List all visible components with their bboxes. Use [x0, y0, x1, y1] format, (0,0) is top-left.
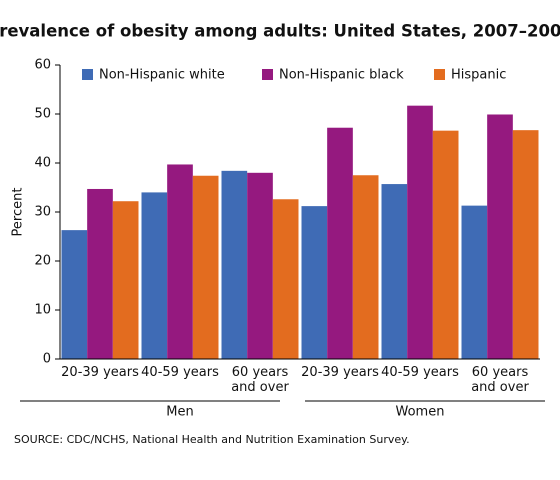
legend-swatch [82, 69, 93, 80]
bar [141, 192, 168, 359]
bar [352, 175, 379, 359]
bar [272, 199, 299, 359]
legend-swatch [434, 69, 445, 80]
bar [327, 127, 353, 359]
source-note: SOURCE: CDC/NCHS, National Health and Nu… [14, 433, 410, 446]
x-tick-label: 60 years and over [471, 365, 529, 395]
bar [407, 105, 433, 359]
legend-label: Non-Hispanic black [279, 68, 404, 83]
bar [61, 230, 88, 359]
y-tick-label: 20 [34, 254, 51, 269]
bar [87, 188, 113, 359]
y-tick-label: 0 [43, 352, 51, 367]
legend-label: Hispanic [451, 68, 506, 83]
bar [432, 130, 459, 359]
bar [167, 164, 193, 359]
legend-swatch [262, 69, 273, 80]
bar [487, 114, 513, 360]
y-tick-label: 30 [34, 205, 51, 220]
bar [221, 170, 248, 359]
y-tick-label: 10 [34, 303, 51, 318]
bar [381, 184, 408, 359]
group-label: Women [396, 405, 445, 420]
y-tick-label: 60 [34, 58, 51, 73]
chart-title: Prevalence of obesity among adults: Unit… [0, 22, 560, 41]
bar [301, 206, 328, 359]
bar [112, 201, 139, 359]
bar [247, 172, 273, 359]
bar [192, 175, 219, 359]
x-tick-label: 20-39 years [61, 365, 139, 380]
x-tick-label: 40-59 years [381, 365, 459, 380]
bar [512, 130, 539, 359]
legend-label: Non-Hispanic white [99, 68, 225, 83]
y-tick-label: 40 [34, 156, 51, 171]
bar [461, 205, 488, 359]
x-tick-label: 40-59 years [141, 365, 219, 380]
group-label: Men [166, 405, 193, 420]
x-tick-label: 20-39 years [301, 365, 379, 380]
y-tick-label: 50 [34, 107, 51, 122]
x-tick-label: 60 years and over [231, 365, 289, 395]
y-axis-label: Percent [11, 188, 26, 237]
